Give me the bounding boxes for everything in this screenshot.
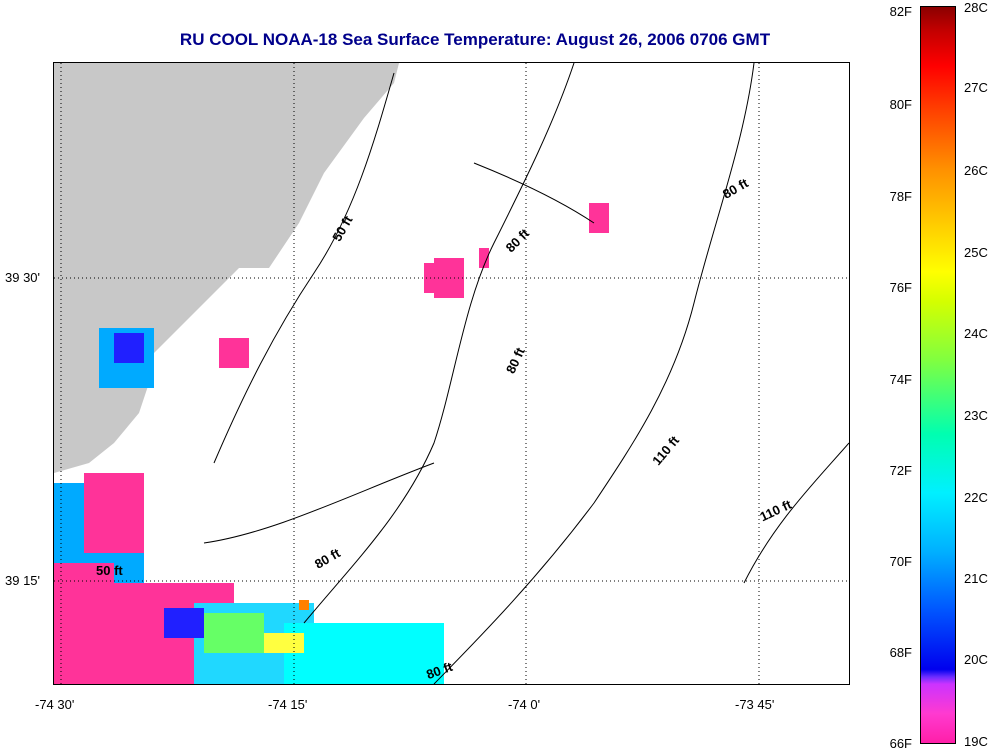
x-tick-label: -74 30': [35, 697, 75, 712]
colorbar-f-label: 70F: [889, 554, 912, 569]
map-title: RU COOL NOAA-18 Sea Surface Temperature:…: [179, 30, 771, 49]
colorbar-c-label: 21C: [964, 571, 988, 586]
x-tick-label: -73 45': [735, 697, 775, 712]
colorbar-c-label: 25C: [964, 245, 988, 260]
colorbar-f-label: 66F: [889, 736, 912, 751]
colorbar-c-label: 19C: [964, 734, 988, 749]
depth-contours: [203, 63, 849, 684]
y-tick-label: 39 15': [5, 573, 41, 588]
colorbar-f-label: 72F: [889, 463, 912, 478]
colorbar-f-label: 82F: [889, 4, 912, 19]
colorbar-c-label: 23C: [964, 408, 988, 423]
colorbar-f-label: 78F: [889, 189, 912, 204]
temperature-colorbar: [920, 6, 956, 744]
grid-lines: [54, 63, 849, 684]
colorbar-c-label: 26C: [964, 163, 988, 178]
y-tick-label: 39 30': [5, 270, 41, 285]
sst-pixels: [54, 203, 609, 684]
contour-label: 50 ft: [96, 563, 123, 578]
colorbar-c-label: 27C: [964, 80, 988, 95]
colorbar-f-label: 80F: [889, 97, 912, 112]
map-canvas: [54, 63, 849, 684]
colorbar-c-label: 20C: [964, 652, 988, 667]
colorbar-f-label: 74F: [889, 372, 912, 387]
land-area: [54, 63, 399, 473]
x-tick-label: -74 15': [268, 697, 308, 712]
colorbar-c-label: 28C: [964, 0, 988, 15]
colorbar-f-label: 76F: [889, 280, 912, 295]
colorbar-c-label: 24C: [964, 326, 988, 341]
colorbar-f-label: 68F: [889, 645, 912, 660]
sst-map: 50 ft 80 ft 80 ft 80 ft 110 ft 110 ft 50…: [53, 62, 850, 685]
x-tick-label: -74 0': [508, 697, 541, 712]
colorbar-c-label: 22C: [964, 490, 988, 505]
